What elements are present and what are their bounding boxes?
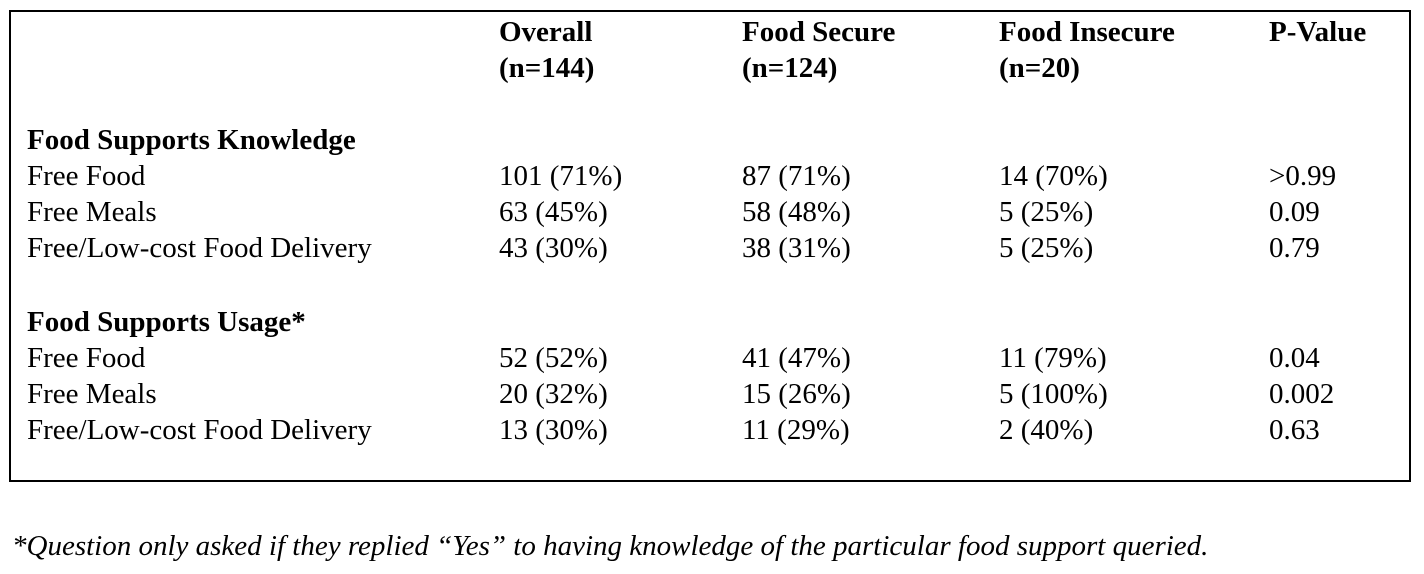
col-header-label: Overall [499, 16, 593, 48]
cell-overall: 43 (30%) [499, 232, 608, 264]
cell-overall: 52 (52%) [499, 342, 608, 374]
cell-food-insecure: 2 (40%) [999, 414, 1094, 446]
row-label: Free Meals [27, 378, 157, 410]
section-title-knowledge: Food Supports Knowledge [27, 124, 356, 156]
cell-food-secure: 58 (48%) [742, 196, 851, 228]
cell-food-secure: 38 (31%) [742, 232, 851, 264]
col-header-n: (n=124) [742, 52, 838, 84]
section-title-usage: Food Supports Usage* [27, 306, 306, 338]
col-header-p-value: P-Value [1269, 14, 1366, 50]
cell-p-value: 0.09 [1269, 196, 1320, 228]
cell-overall: 63 (45%) [499, 196, 608, 228]
cell-overall: 101 (71%) [499, 160, 623, 192]
cell-food-insecure: 5 (100%) [999, 378, 1108, 410]
cell-p-value: 0.79 [1269, 232, 1320, 264]
row-label: Free Food [27, 342, 146, 374]
col-header-n: (n=20) [999, 52, 1080, 84]
col-header-label: Food Insecure [999, 16, 1175, 48]
cell-p-value: >0.99 [1269, 160, 1337, 192]
cell-food-insecure: 14 (70%) [999, 160, 1108, 192]
row-label: Free Meals [27, 196, 157, 228]
cell-food-secure: 87 (71%) [742, 160, 851, 192]
cell-food-secure: 41 (47%) [742, 342, 851, 374]
cell-food-secure: 15 (26%) [742, 378, 851, 410]
cell-overall: 20 (32%) [499, 378, 608, 410]
cell-overall: 13 (30%) [499, 414, 608, 446]
cell-food-secure: 11 (29%) [742, 414, 850, 446]
col-header-overall: Overall (n=144) [499, 14, 594, 86]
cell-food-insecure: 11 (79%) [999, 342, 1107, 374]
results-table [9, 10, 1411, 482]
cell-food-insecure: 5 (25%) [999, 196, 1094, 228]
cell-food-insecure: 5 (25%) [999, 232, 1094, 264]
cell-p-value: 0.04 [1269, 342, 1320, 374]
col-header-label: Food Secure [742, 16, 896, 48]
row-label: Free/Low-cost Food Delivery [27, 414, 372, 446]
col-header-label: P-Value [1269, 16, 1367, 48]
footnote: *Question only asked if they replied “Ye… [12, 530, 1209, 562]
row-label: Free/Low-cost Food Delivery [27, 232, 372, 264]
col-header-n: (n=144) [499, 52, 595, 84]
row-label: Free Food [27, 160, 146, 192]
col-header-food-secure: Food Secure (n=124) [742, 14, 895, 86]
cell-p-value: 0.002 [1269, 378, 1335, 410]
col-header-food-insecure: Food Insecure (n=20) [999, 14, 1175, 86]
cell-p-value: 0.63 [1269, 414, 1320, 446]
